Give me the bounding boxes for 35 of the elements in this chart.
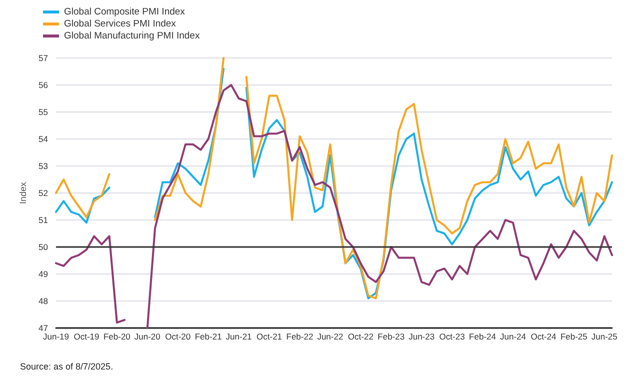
x-tick-label: Oct-21 (256, 332, 282, 342)
legend-label: Global Services PMI Index (64, 18, 176, 30)
source-note: Source: as of 8/7/2025. (20, 362, 114, 372)
y-tick-label: 56 (38, 80, 48, 90)
x-tick-label: Oct-24 (530, 332, 556, 342)
x-tick-label: Jun-20 (134, 332, 161, 342)
y-tick-label: 57 (38, 53, 48, 63)
x-tick-label: Jun-22 (317, 332, 344, 342)
y-tick-label: 48 (38, 296, 48, 306)
x-tick-label: Oct-20 (165, 332, 191, 342)
y-tick-label: 49 (38, 269, 48, 279)
x-tick-label: Jun-23 (408, 332, 435, 342)
y-tick-label: 47 (38, 323, 48, 333)
x-tick-label: Feb-23 (378, 332, 405, 342)
x-tick-label: Feb-25 (560, 332, 588, 342)
x-tick-label: Feb-22 (286, 332, 314, 342)
x-tick-label: Jun-21 (226, 332, 252, 342)
y-tick-label: 55 (38, 107, 48, 117)
x-tick-label: Jun-19 (43, 332, 70, 342)
y-tick-label: 52 (38, 188, 48, 198)
x-tick-label: Oct-19 (74, 332, 100, 342)
x-tick-label: Jun-25 (591, 332, 618, 342)
y-tick-label: 54 (38, 134, 48, 144)
legend-label: Global Composite PMI Index (64, 6, 186, 18)
x-tick-label: Oct-23 (439, 332, 466, 342)
y-tick-label: 50 (38, 242, 48, 252)
x-tick-label: Oct-22 (348, 332, 374, 342)
y-tick-label: 51 (38, 215, 48, 225)
x-tick-label: Feb-24 (469, 332, 496, 342)
legend-label: Global Manufacturing PMI Index (64, 30, 200, 42)
x-tick-label: Feb-20 (103, 332, 131, 342)
x-tick-label: Jun-24 (500, 332, 526, 342)
x-tick-label: Feb-21 (194, 332, 222, 342)
y-tick-label: 53 (38, 161, 48, 171)
y-axis-title: Index (18, 182, 28, 204)
